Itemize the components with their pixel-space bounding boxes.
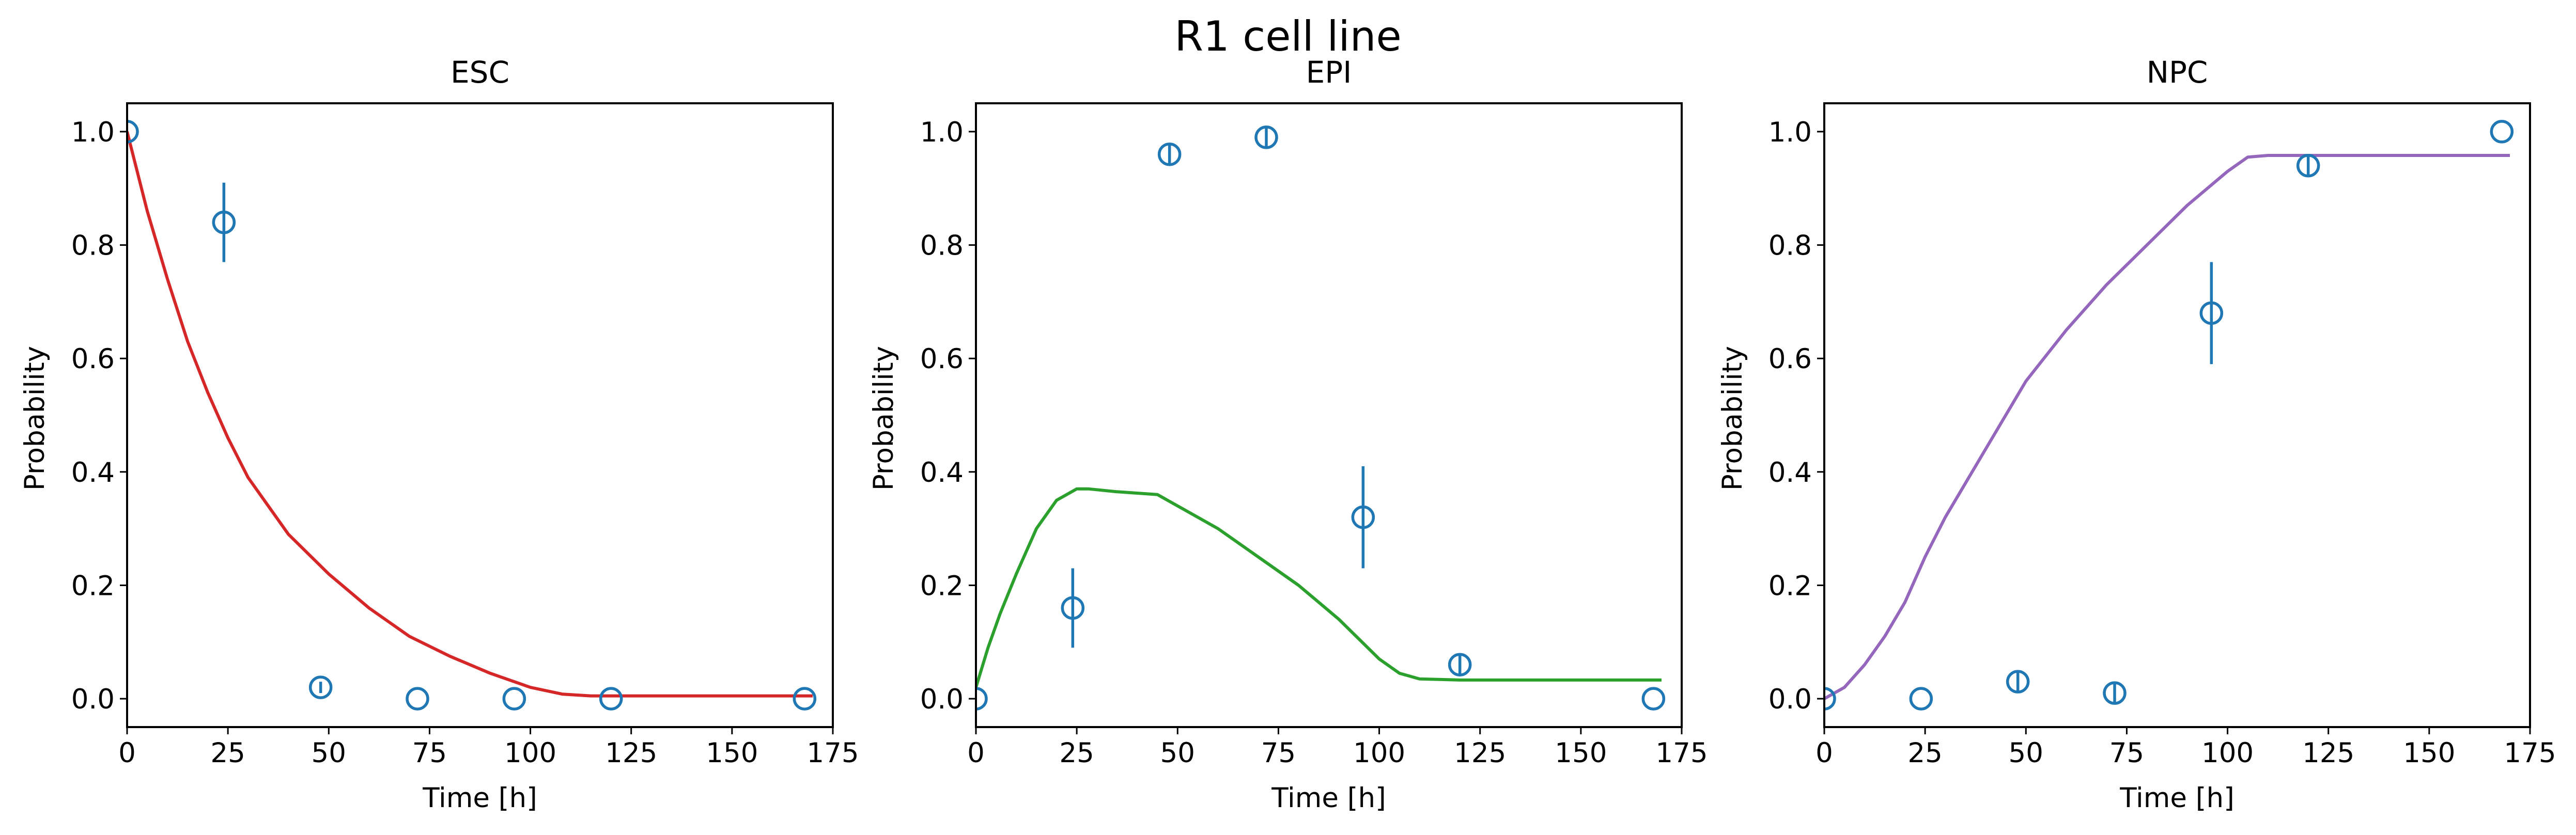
data-point-npc [2490, 120, 2514, 144]
x-tick-label-epi: 175 [1655, 737, 1708, 769]
x-tick-label-npc: 75 [2109, 737, 2144, 769]
x-tick-label-esc: 50 [312, 737, 346, 769]
plot-clip-esc [127, 120, 817, 711]
data-point-epi [1061, 596, 1085, 620]
x-tick-label-npc: 25 [1907, 737, 1942, 769]
data-point-epi [1641, 687, 1666, 711]
y-tick-label-npc: 0.8 [1768, 230, 1812, 262]
x-axis-label-npc: Time [h] [2119, 782, 2234, 814]
panel-esc: ESC Time [h] Probability 0 25 50 75 100 125 15… [19, 55, 859, 814]
x-axis-label-epi: Time [h] [1271, 782, 1386, 814]
data-point-esc [599, 687, 623, 711]
x-tick-label-epi: 50 [1160, 737, 1195, 769]
x-tick-label-esc: 0 [118, 737, 136, 769]
x-tick-label-epi: 0 [967, 737, 985, 769]
axes-frame-esc [126, 102, 834, 728]
data-point-epi [1157, 143, 1182, 166]
data-point-npc [2296, 154, 2320, 178]
panel-title-epi: EPI [1306, 55, 1352, 90]
y-axis-label-esc: Probability [19, 346, 51, 491]
y-tick-label-npc: 0.4 [1768, 457, 1812, 489]
y-tick-label-esc: 0.6 [71, 343, 115, 375]
data-point-npc [1824, 687, 1836, 711]
y-tick-label-esc: 1.0 [71, 117, 115, 148]
y-axis-label-npc: Probability [1717, 346, 1748, 491]
y-tick-label-npc: 0.0 [1768, 684, 1812, 715]
data-point-esc [502, 687, 526, 711]
x-tick-label-npc: 150 [2403, 737, 2455, 769]
data-point-npc [1909, 687, 1933, 711]
model-curve-npc [1824, 154, 2510, 700]
data-point-esc [793, 687, 817, 711]
x-tick-label-epi: 150 [1555, 737, 1607, 769]
y-tick-label-esc: 0.8 [71, 230, 115, 262]
y-tick-label-epi: 0.6 [920, 343, 964, 375]
x-axis-label-esc: Time [h] [422, 782, 537, 814]
data-point-npc [2103, 681, 2127, 705]
panel-title-npc: NPC [2147, 55, 2208, 90]
data-point-esc [212, 210, 236, 234]
data-point-esc [127, 120, 139, 144]
y-tick-label-epi: 0.8 [920, 230, 964, 262]
axes-frame-npc [1823, 102, 2531, 728]
y-tick-label-epi: 0.2 [920, 570, 964, 602]
x-tick-label-epi: 75 [1261, 737, 1296, 769]
y-tick-label-npc: 0.2 [1768, 570, 1812, 602]
x-tick-label-npc: 0 [1815, 737, 1833, 769]
x-tick-label-npc: 175 [2504, 737, 2556, 769]
model-curve-esc [127, 131, 813, 698]
x-tick-label-epi: 25 [1059, 737, 1094, 769]
axes-frame-epi [975, 102, 1683, 728]
x-tick-label-epi: 100 [1353, 737, 1405, 769]
plot-area-epi: 0 25 50 75 100 125 150 175 0.0 0.2 0.4 0.6 0.8 1.0 [920, 102, 1708, 769]
x-tick-label-npc: 125 [2302, 737, 2354, 769]
data-point-esc [308, 675, 333, 699]
plot-clip-epi [976, 125, 1666, 711]
x-tick-label-esc: 75 [412, 737, 447, 769]
model-curve-epi [976, 487, 1662, 688]
panel-epi: EPI Time [h] Probability 0 25 50 75 100 125 15… [868, 55, 1708, 814]
data-point-esc [406, 687, 429, 711]
plot-clip-npc [1824, 120, 2514, 711]
x-tick-label-npc: 50 [2009, 737, 2043, 769]
data-point-epi [1351, 505, 1375, 529]
x-tick-label-esc: 125 [605, 737, 657, 769]
panel-npc: NPC Time [h] Probability 0 25 50 75 100 125 15… [1717, 55, 2556, 814]
data-point-epi [976, 687, 988, 711]
x-tick-label-npc: 100 [2201, 737, 2254, 769]
data-point-npc [2006, 670, 2030, 694]
y-tick-label-npc: 1.0 [1768, 117, 1812, 148]
x-tick-label-esc: 150 [706, 737, 758, 769]
x-tick-label-esc: 175 [806, 737, 859, 769]
y-tick-label-epi: 0.0 [920, 684, 964, 715]
x-tick-label-esc: 25 [210, 737, 245, 769]
y-tick-label-npc: 0.6 [1768, 343, 1812, 375]
data-point-epi [1254, 125, 1278, 149]
y-tick-label-epi: 0.4 [920, 457, 964, 489]
plot-area-npc: 0 25 50 75 100 125 150 175 0.0 0.2 0.4 0.6 0.8 1.0 [1768, 102, 2556, 769]
x-tick-label-epi: 125 [1454, 737, 1506, 769]
y-axis-label-epi: Probability [868, 346, 899, 491]
panel-title-esc: ESC [451, 55, 509, 90]
figure-suptitle: R1 cell line [1174, 12, 1401, 60]
x-tick-label-esc: 100 [504, 737, 556, 769]
data-point-epi [1448, 653, 1472, 676]
y-tick-label-epi: 1.0 [920, 117, 964, 148]
y-tick-label-esc: 0.2 [71, 570, 115, 602]
data-point-npc [2199, 301, 2224, 325]
y-tick-label-esc: 0.4 [71, 457, 115, 489]
plot-area-esc: 0 25 50 75 100 125 150 175 0.0 0.2 0.4 0.6 0.8 1.0 [71, 102, 859, 769]
y-tick-label-esc: 0.0 [71, 684, 115, 715]
